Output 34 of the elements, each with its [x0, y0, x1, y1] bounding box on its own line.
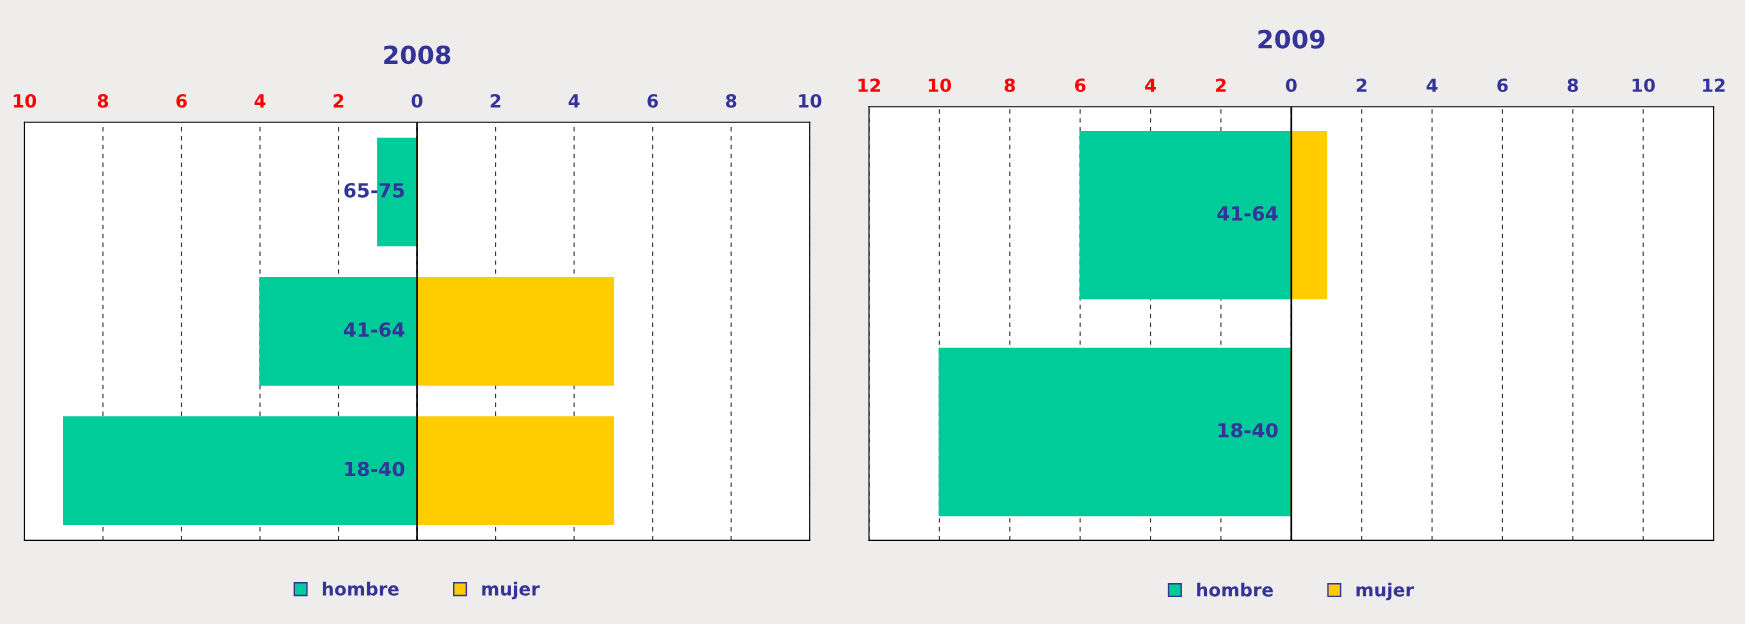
x-tick-label: 2 — [490, 94, 501, 108]
chart-title: 2009 — [1258, 29, 1325, 49]
x-tick-label: 10 — [1632, 78, 1655, 93]
x-tick-label: 0 — [1285, 78, 1297, 93]
x-tick-label: 10 — [13, 94, 37, 108]
x-tick-label: 4 — [254, 94, 266, 108]
x-tick-label: 10 — [928, 78, 952, 93]
x-tick-label: 2 — [333, 94, 344, 108]
chart-title: 2008 — [384, 45, 451, 65]
x-tick-label: 4 — [1145, 78, 1156, 92]
x-tick-label: 2 — [1216, 78, 1226, 92]
legend-label: mujer — [482, 581, 540, 600]
x-tick-label: 8 — [1004, 78, 1015, 93]
x-tick-label: 8 — [725, 94, 737, 108]
y-tick-label: 18-40 — [1218, 422, 1278, 438]
y-tick-label: 41-64 — [343, 322, 405, 337]
x-tick-label: 8 — [97, 94, 109, 108]
x-tick-label: 2 — [1356, 78, 1367, 92]
y-tick-label: 18-40 — [345, 461, 405, 477]
x-tick-label: 4 — [1426, 78, 1438, 92]
legend-label: hombre — [322, 581, 399, 596]
x-tick-label: 12 — [1703, 78, 1725, 92]
x-tick-label: 6 — [176, 94, 187, 108]
x-tick-label: 0 — [411, 94, 423, 108]
x-tick-label: 8 — [1567, 78, 1578, 93]
y-tick-label: 41-64 — [1217, 206, 1278, 221]
legend-label: mujer — [1356, 582, 1414, 601]
x-tick-label: 12 — [858, 78, 880, 92]
x-tick-label: 4 — [568, 94, 580, 108]
x-tick-label: 6 — [647, 94, 658, 108]
x-tick-label: 6 — [1074, 78, 1086, 93]
x-tick-label: 10 — [799, 94, 822, 108]
x-tick-label: 6 — [1497, 78, 1508, 93]
legend-label: hombre — [1197, 582, 1273, 597]
